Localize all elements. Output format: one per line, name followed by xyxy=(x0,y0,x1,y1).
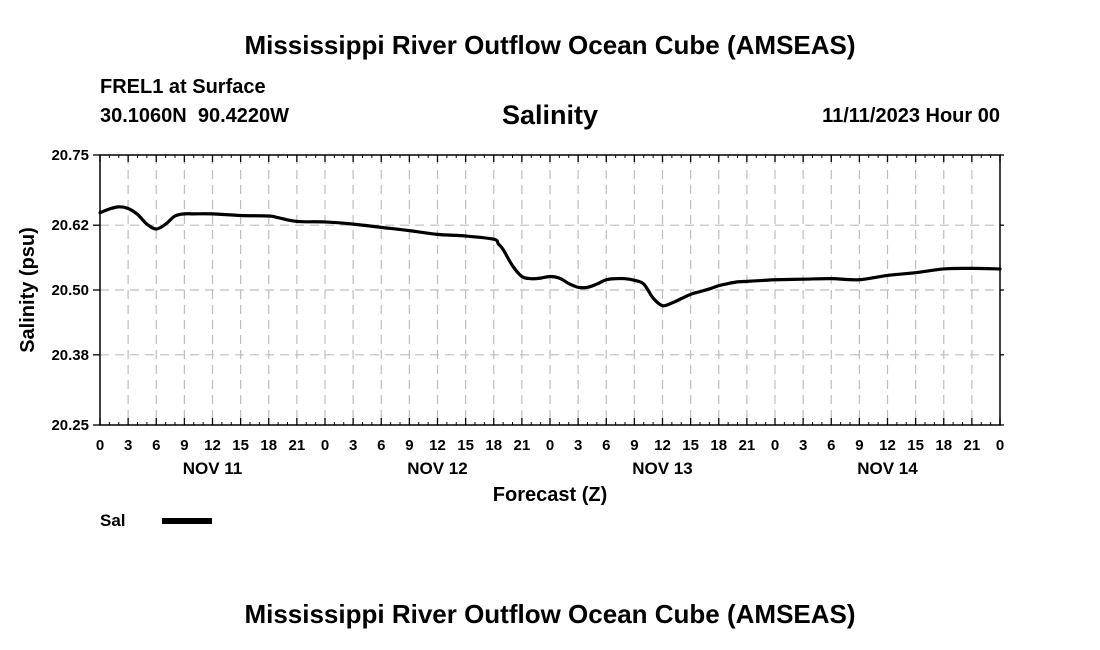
x-tick-label: 3 xyxy=(574,437,582,454)
x-tick-label: 3 xyxy=(799,437,807,454)
x-tick-label: 0 xyxy=(546,437,554,454)
x-tick-label: 6 xyxy=(602,437,610,454)
x-tick-label: 0 xyxy=(996,437,1004,454)
y-axis-title: Salinity (psu) xyxy=(17,227,39,353)
y-tick-label: 20.75 xyxy=(51,147,89,164)
station-coords: 30.1060N 90.4220W xyxy=(100,105,290,127)
x-tick-label: 15 xyxy=(682,437,699,454)
y-tick-label: 20.25 xyxy=(51,417,89,434)
x-day-label: NOV 11 xyxy=(183,459,243,478)
series-line-sal xyxy=(98,205,1002,308)
x-tick-label: 9 xyxy=(405,437,413,454)
x-tick-label: 12 xyxy=(204,437,221,454)
axis-ticks xyxy=(93,154,1004,426)
x-tick-label: 12 xyxy=(879,437,896,454)
legend-label: Sal xyxy=(100,511,126,530)
x-tick-label: 12 xyxy=(654,437,671,454)
y-tick-label: 20.62 xyxy=(51,217,89,234)
chart-date: 11/11/2023 Hour 00 xyxy=(822,105,1000,127)
y-tick-label: 20.38 xyxy=(51,347,89,364)
x-tick-label: 18 xyxy=(710,437,727,454)
x-tick-label: 15 xyxy=(232,437,249,454)
main-title: Mississippi River Outflow Ocean Cube (AM… xyxy=(244,30,856,60)
x-tick-label: 21 xyxy=(964,437,981,454)
x-tick-label: 6 xyxy=(827,437,835,454)
x-tick-label: 21 xyxy=(289,437,306,454)
x-tick-label: 21 xyxy=(739,437,756,454)
y-tick-label: 20.50 xyxy=(51,282,89,299)
x-tick-label: 15 xyxy=(457,437,474,454)
x-tick-label: 3 xyxy=(124,437,132,454)
x-axis-title: Forecast (Z) xyxy=(493,484,607,506)
x-tick-label: 18 xyxy=(260,437,277,454)
grid-lines xyxy=(100,155,1000,425)
x-tick-label: 9 xyxy=(180,437,188,454)
x-day-label: NOV 14 xyxy=(857,459,918,478)
station-name: FREL1 at Surface xyxy=(100,76,266,98)
x-tick-label: 9 xyxy=(630,437,638,454)
x-tick-label: 6 xyxy=(152,437,160,454)
footer-title: Mississippi River Outflow Ocean Cube (AM… xyxy=(244,599,856,629)
series-layer xyxy=(98,205,1002,308)
axis-labels: 0 3 6 9 12 15 18 21 0 3 6 9 12 15 18 21 0 3 6 9 12 15 18 21 0 3 6 9… xyxy=(51,147,1004,478)
x-tick-label: 3 xyxy=(349,437,357,454)
x-tick-label: 15 xyxy=(907,437,924,454)
x-tick-label: 6 xyxy=(377,437,385,454)
x-tick-label: 12 xyxy=(429,437,446,454)
x-tick-label: 9 xyxy=(855,437,863,454)
x-tick-label: 21 xyxy=(514,437,531,454)
x-tick-label: 0 xyxy=(771,437,779,454)
x-tick-label: 18 xyxy=(935,437,952,454)
x-day-label: NOV 12 xyxy=(407,459,467,478)
x-tick-label: 0 xyxy=(321,437,329,454)
chart-title: Salinity xyxy=(501,100,599,130)
x-tick-label: 18 xyxy=(485,437,502,454)
x-day-label: NOV 13 xyxy=(632,459,692,478)
x-tick-label: 0 xyxy=(96,437,104,454)
